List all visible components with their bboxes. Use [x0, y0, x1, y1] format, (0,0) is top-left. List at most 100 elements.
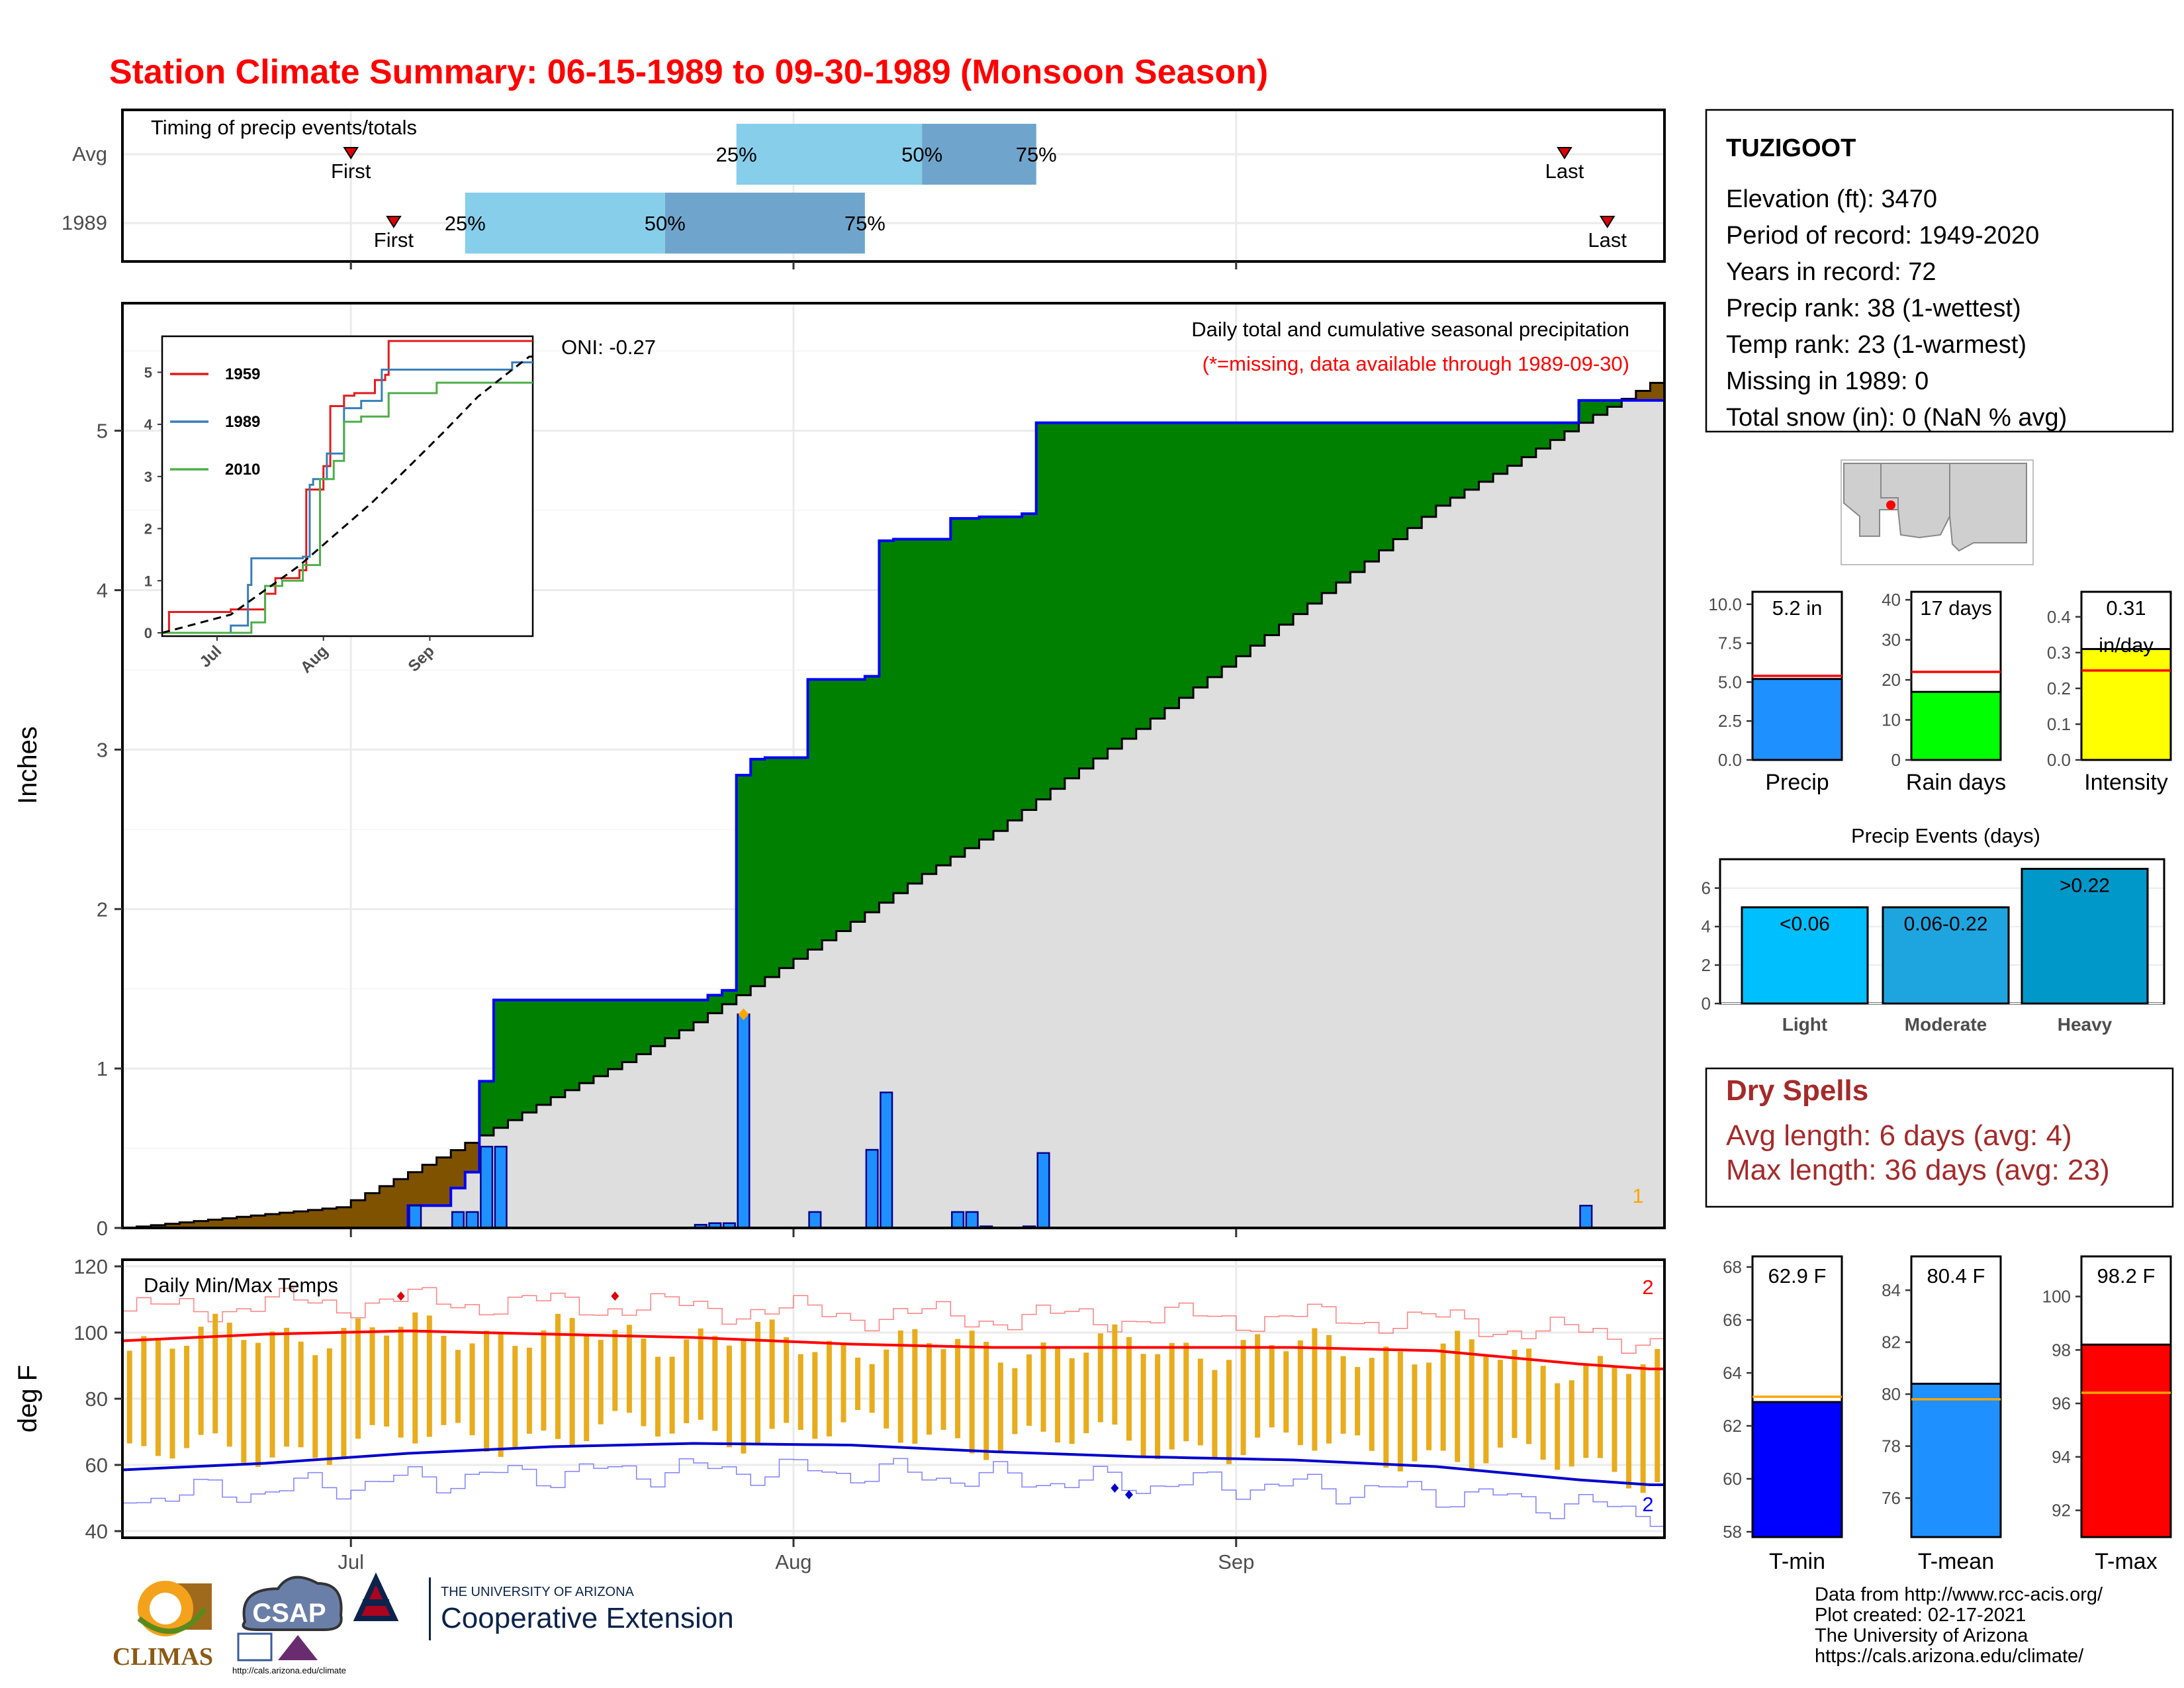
mini-bar-ytick-label: 0.3	[2047, 643, 2071, 663]
temp-bar-ytick-label: 64	[1723, 1363, 1742, 1383]
daily-temp-bar	[184, 1345, 190, 1448]
temp-bar-ytick-label: 92	[2052, 1501, 2071, 1521]
precip-deficit-day	[336, 1207, 351, 1228]
daily-temp-bar	[341, 1328, 347, 1458]
daily-temp-bar	[1083, 1352, 1089, 1434]
precip-surplus-day	[1179, 422, 1194, 698]
daily-temp-bar	[684, 1339, 690, 1423]
daily-precip-bar	[865, 1149, 879, 1229]
inset-ytick-label: 5	[144, 364, 152, 381]
precip-surplus-day	[1064, 422, 1079, 778]
daily-temp-bar	[997, 1362, 1003, 1451]
daily-temp-bar	[441, 1335, 447, 1425]
daily-temp-bar	[655, 1356, 661, 1436]
precip-deficit-day	[1635, 391, 1651, 400]
daily-temp-bar	[1197, 1358, 1203, 1446]
info-line-2: Years in record: 72	[1726, 258, 1936, 286]
daily-temp-bar	[1297, 1340, 1303, 1446]
precip-surplus-day	[1535, 422, 1551, 449]
daily-temp-bar	[598, 1340, 604, 1425]
inset-ytick-label: 4	[144, 416, 153, 433]
daily-temp-bar	[641, 1338, 647, 1427]
climas-logo-text: CLIMAS	[113, 1643, 213, 1671]
daily-temp-bar	[398, 1327, 404, 1438]
daily-precip-bar	[494, 1145, 508, 1229]
precip-deficit-day	[436, 1157, 451, 1206]
precip-surplus-day	[1150, 422, 1165, 719]
mini-bar-label: Rain days	[1906, 770, 2006, 795]
daily-temp-bar	[669, 1356, 675, 1434]
precip-deficit-day	[251, 1215, 266, 1228]
mini-bar-value-label: 0.31	[2106, 596, 2146, 620]
precip-y-axis-label: Inches	[13, 726, 42, 804]
precip-surplus-day	[964, 518, 979, 849]
info-line-0: Elevation (ft): 3470	[1726, 185, 1937, 213]
precip-normal-area	[122, 400, 1664, 1229]
daily-temp-bar	[1040, 1342, 1046, 1432]
precip-surplus-day	[1250, 422, 1265, 646]
precip-events-ytick-label: 6	[1702, 878, 1711, 898]
precip-surplus-day	[493, 1000, 508, 1128]
station-name: TUZIGOOT	[1726, 134, 1856, 162]
daily-temp-bar	[412, 1312, 418, 1444]
temp-bar-value	[2080, 1343, 2172, 1538]
timing-bar-q50-q75	[922, 124, 1036, 185]
precip-deficit-day	[465, 1143, 480, 1172]
temp-ytick-label: 60	[85, 1454, 108, 1477]
daily-temp-bar	[812, 1352, 818, 1439]
daily-temp-bar	[255, 1342, 261, 1467]
temp-bar-ytick-label: 80	[1882, 1384, 1901, 1404]
temp-bar-ytick-label: 78	[1882, 1436, 1901, 1456]
timing-label-last: Last	[1588, 228, 1627, 252]
precip-surplus-day	[551, 1000, 566, 1098]
daily-temp-bar	[1340, 1356, 1346, 1434]
daily-precip-bar	[951, 1211, 965, 1229]
daily-temp-bar	[1169, 1342, 1175, 1450]
daily-temp-bar	[983, 1342, 989, 1460]
temp-bar-ytick-label: 82	[1882, 1333, 1901, 1352]
precip-surplus-day	[751, 759, 766, 986]
precip-events-ytick-label: 2	[1702, 955, 1711, 975]
university-logo: THE UNIVERSITY OF ARIZONA Cooperative Ex…	[353, 1572, 734, 1640]
timing-bar-q25-q50	[736, 124, 923, 185]
precip-surplus-day	[522, 1000, 537, 1113]
precip-deficit-day	[265, 1214, 280, 1228]
precip-surplus-day	[1550, 422, 1565, 440]
mini-bar-intensity: 0.31 in/day 0.0 0.1 0.2 0.3 0.4 Intensity	[2047, 590, 2172, 795]
precip-surplus-day	[1107, 422, 1122, 749]
mini-bar-ytick-label: 0.0	[1718, 750, 1742, 770]
mini-bar-label: Precip	[1765, 770, 1829, 795]
daily-temp-bar	[1026, 1354, 1032, 1426]
inset-legend-label-1959: 1959	[225, 365, 260, 383]
daily-temp-bar	[455, 1350, 461, 1423]
daily-precip-bar	[808, 1211, 822, 1229]
daily-temp-bar	[1540, 1366, 1546, 1460]
daily-precip-bar	[965, 1211, 979, 1229]
precip-surplus-day	[1336, 422, 1351, 583]
temp-bar-t-mean: 80.4 F 76 78 80 82 84 T-mean	[1882, 1255, 2002, 1574]
precip-surplus-day	[1122, 422, 1137, 739]
footer-line-3: The University of Arizona	[1815, 1625, 2028, 1646]
climas-logo: CLIMAS	[113, 1581, 213, 1671]
footer-line-2: Plot created: 02-17-2021	[1815, 1605, 2026, 1626]
precip-deficit-day	[308, 1209, 323, 1228]
timing-bar-q50-q75	[664, 193, 865, 254]
inset-legend-label-2010: 2010	[225, 461, 260, 479]
mini-bar-value	[2080, 647, 2172, 761]
temp-bar-value	[1751, 1401, 1843, 1538]
daily-temp-bar	[1612, 1366, 1617, 1472]
temp-ytick-label: 120	[73, 1255, 108, 1278]
precip-events-bar-heavy	[2021, 868, 2149, 1005]
precip-surplus-day	[579, 1000, 594, 1084]
daily-temp-bar	[1312, 1328, 1318, 1451]
mini-bar-value-label: 17 days	[1920, 596, 1992, 620]
precip-surplus-day	[1007, 516, 1023, 821]
daily-temp-bar	[1469, 1339, 1475, 1470]
precip-surplus-day	[636, 1000, 651, 1055]
precip-deficit-day	[351, 1200, 366, 1228]
precip-note-missing: (*=missing, data available through 1989-…	[1203, 352, 1629, 375]
mini-bar-value	[1910, 690, 2002, 761]
precip-surplus-day	[651, 1000, 666, 1047]
precip-surplus-day	[1136, 422, 1151, 729]
precip-events-title: Precip Events (days)	[1851, 824, 2040, 847]
